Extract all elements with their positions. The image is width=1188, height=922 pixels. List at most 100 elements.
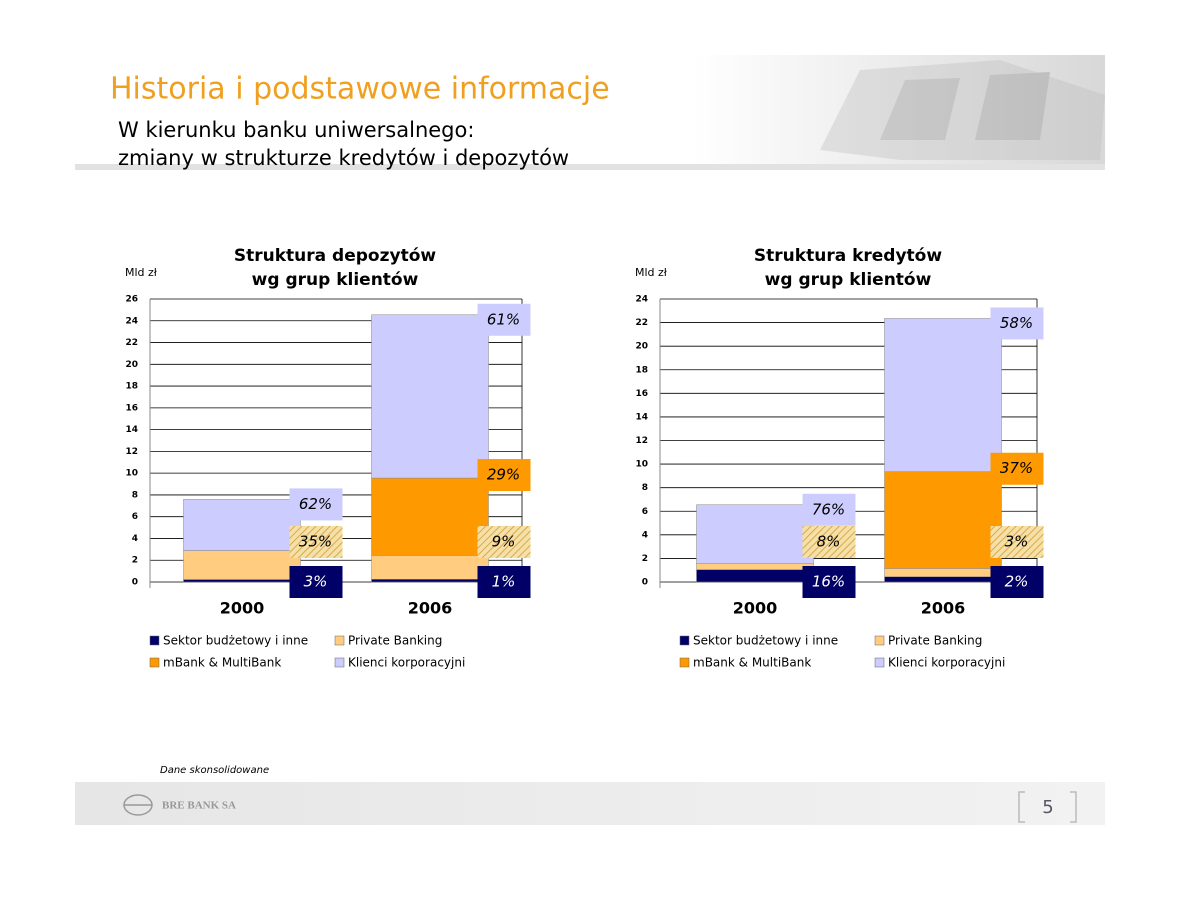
share-label: 16% <box>812 573 845 591</box>
x-tick-label: 2000 <box>733 599 778 618</box>
share-label-box <box>477 526 531 558</box>
chart-title: Struktura kredytów <box>754 246 942 266</box>
y-axis-label: Mld zł <box>125 266 158 279</box>
x-tick-label: 2006 <box>408 599 453 618</box>
bar-segment <box>696 504 814 564</box>
y-tick-label: 24 <box>635 295 648 305</box>
share-label: 2% <box>1005 573 1029 591</box>
y-tick-label: 8 <box>642 483 648 493</box>
y-tick-label: 14 <box>635 412 648 422</box>
share-label: 3% <box>304 573 328 591</box>
legend-label: Private Banking <box>348 634 442 648</box>
y-tick-label: 22 <box>635 318 648 328</box>
y-tick-label: 22 <box>125 338 138 348</box>
y-tick-label: 20 <box>635 342 648 352</box>
chart-title: wg grup klientów <box>252 270 419 290</box>
share-label: 37% <box>1000 459 1033 477</box>
share-label: 29% <box>487 466 520 484</box>
share-label: 62% <box>299 495 332 513</box>
y-tick-label: 10 <box>125 469 138 479</box>
share-label: 58% <box>1000 314 1033 332</box>
legend-label: mBank & MultiBank <box>163 656 281 670</box>
header-logo <box>820 60 1105 160</box>
share-label-box <box>289 488 343 521</box>
subtitle-line: zmiany w strukturze kredytów i depozytów <box>118 146 569 170</box>
y-tick-label: 0 <box>132 578 138 588</box>
page-brackets <box>1018 791 1077 823</box>
x-tick-label: 2000 <box>220 599 265 618</box>
legend-swatch <box>149 657 160 668</box>
note: Dane skonsolidowane <box>160 765 269 776</box>
bar-segment <box>696 563 814 570</box>
y-tick-label: 16 <box>125 403 138 413</box>
share-label-box <box>477 459 531 492</box>
legend-swatch <box>679 657 690 668</box>
y-tick-label: 12 <box>635 436 648 446</box>
bar-segment <box>183 579 301 583</box>
share-label-box <box>990 307 1044 340</box>
y-tick-label: 8 <box>132 490 138 500</box>
share-label: 9% <box>492 533 516 551</box>
page-title: Historia i podstawowe informacje <box>110 72 610 107</box>
share-label-box <box>802 526 856 558</box>
share-label: 76% <box>812 500 845 518</box>
y-tick-label: 6 <box>642 507 648 517</box>
bar-segment <box>884 576 1002 583</box>
share-label-box <box>990 452 1044 485</box>
y-tick-label: 2 <box>642 554 648 564</box>
y-tick-label: 20 <box>125 360 138 370</box>
x-tick-label: 2006 <box>921 599 966 618</box>
y-axis-label: Mld zł <box>635 266 668 279</box>
bar-segment <box>183 550 301 580</box>
y-tick-label: 18 <box>635 365 648 375</box>
bar-segment <box>884 471 1002 569</box>
y-tick-label: 4 <box>132 534 138 544</box>
footer-logo <box>123 794 153 816</box>
bar-segment <box>696 569 814 583</box>
share-label: 8% <box>817 533 841 551</box>
share-label: 61% <box>487 310 520 328</box>
bar-segment <box>371 579 489 583</box>
y-tick-label: 14 <box>125 425 138 435</box>
legend-swatch <box>679 635 690 646</box>
legend-swatch <box>874 635 885 646</box>
y-tick-label: 10 <box>635 460 648 470</box>
legend-label: Sektor budżetowy i inne <box>693 634 838 648</box>
header-band <box>75 55 1105 170</box>
legend-swatch <box>149 635 160 646</box>
share-label-box <box>289 526 343 558</box>
subtitle-line: W kierunku banku uniwersalnego: <box>118 118 474 142</box>
y-tick-label: 26 <box>125 295 138 305</box>
legend-label: Sektor budżetowy i inne <box>163 634 308 648</box>
bar-segment <box>371 314 489 479</box>
share-label-box <box>802 566 856 598</box>
header-rule <box>75 164 1105 170</box>
chart-title: wg grup klientów <box>765 270 932 290</box>
page-number: 5 <box>1042 797 1053 818</box>
share-label: 3% <box>1005 533 1029 551</box>
legend-swatch <box>874 657 885 668</box>
y-tick-label: 18 <box>125 382 138 392</box>
share-label: 1% <box>492 573 516 591</box>
share-label: 35% <box>299 533 332 551</box>
share-label-box <box>990 566 1044 598</box>
y-tick-label: 16 <box>635 389 648 399</box>
share-label-box <box>477 566 531 598</box>
legend-label: Klienci korporacyjni <box>348 656 465 670</box>
footer-band <box>75 782 1105 825</box>
legend-label: Private Banking <box>888 634 982 648</box>
chart-title: Struktura depozytów <box>234 246 436 266</box>
bar-segment <box>371 555 489 580</box>
legend-swatch <box>334 635 345 646</box>
y-tick-label: 2 <box>132 556 138 566</box>
y-tick-label: 0 <box>642 578 648 588</box>
share-label-box <box>289 566 343 598</box>
bar-segment <box>884 568 1002 577</box>
y-tick-label: 4 <box>642 530 648 540</box>
share-label-box <box>477 303 531 336</box>
bar-segment <box>884 318 1002 472</box>
y-tick-label: 12 <box>125 447 138 457</box>
footer-bank: BRE BANK SA <box>162 800 236 812</box>
legend-swatch <box>334 657 345 668</box>
